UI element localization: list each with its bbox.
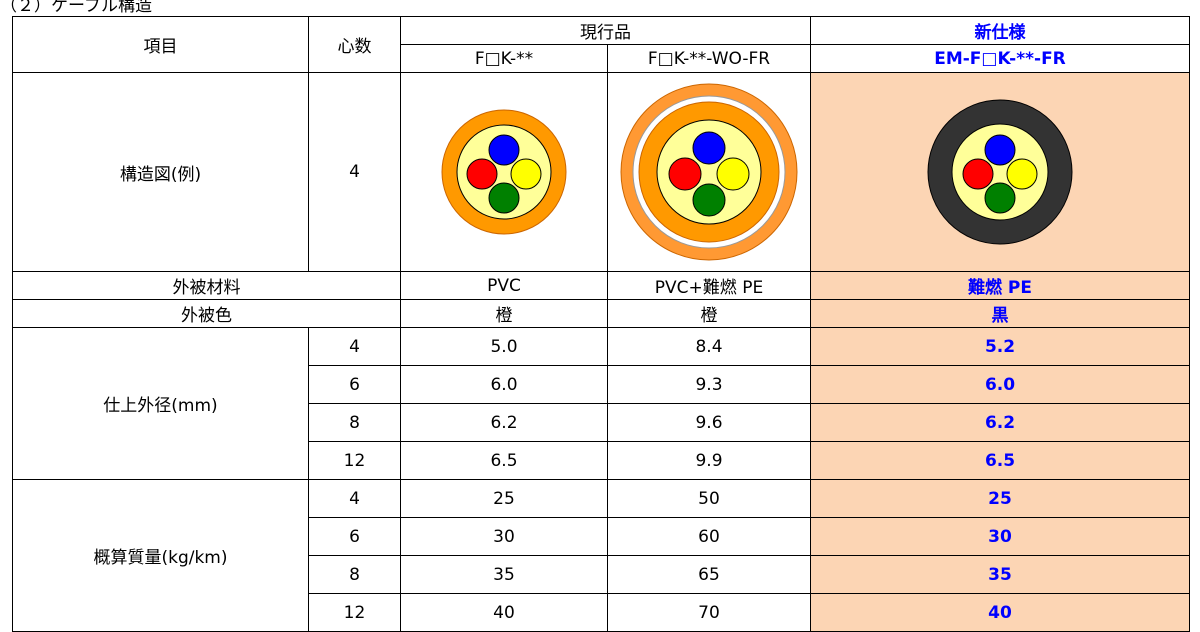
cell: 65 [607, 555, 811, 594]
header-new: 新仕様 [810, 16, 1190, 45]
cell-new: 6.0 [810, 365, 1190, 404]
diagram-cell [400, 72, 608, 272]
cable-diagram [620, 83, 798, 261]
cores: 12 [308, 593, 401, 632]
cores: 8 [308, 403, 401, 442]
cell-new: 6.2 [810, 403, 1190, 442]
cell-new: 難燃 PE [810, 271, 1190, 300]
model: F□K-** [400, 44, 608, 73]
structure-cores: 4 [308, 72, 401, 272]
cores: 12 [308, 441, 401, 480]
model: F□K-**-WO-FR [607, 44, 811, 73]
cell-new: 35 [810, 555, 1190, 594]
model-new: EM-F□K-**-FR [810, 44, 1190, 73]
diagram-cell [810, 72, 1190, 272]
cores: 4 [308, 479, 401, 518]
row: 概算質量(kg/km) 4 25 50 25 [12, 479, 1190, 632]
heading: （２）ケーブル構造 [0, 0, 152, 16]
cell-new: 6.5 [810, 441, 1190, 480]
cell: 25 [400, 479, 608, 518]
header-cores: 心数 [308, 16, 401, 73]
cell: 6.0 [400, 365, 608, 404]
cores: 4 [308, 327, 401, 366]
row: 12 40 70 40 [13, 593, 1190, 632]
cell-new: 5.2 [810, 327, 1190, 366]
cell: PVC+難燃 PE [607, 271, 811, 300]
cable-diagram [441, 109, 567, 235]
header-current: 現行品 [400, 16, 811, 45]
cores: 6 [308, 365, 401, 404]
cell: 6.5 [400, 441, 608, 480]
row-label: 外被色 [12, 299, 401, 328]
cell-new: 40 [810, 593, 1190, 632]
cable-table: 項目 心数 現行品 新仕様 F□K-** F□K-**-WO-FR EM-F□K… [12, 16, 1190, 632]
cell: 9.9 [607, 441, 811, 480]
cell: 50 [607, 479, 811, 518]
row: 6 6.0 9.3 6.0 [13, 365, 1190, 404]
row: 12 6.5 9.9 6.5 [13, 441, 1190, 480]
row-label: 外被材料 [12, 271, 401, 300]
cell-new: 30 [810, 517, 1190, 556]
cell: 8.4 [607, 327, 811, 366]
cell: 橙 [607, 299, 811, 328]
row: 仕上外径(mm) 4 5.0 8.4 5.2 [12, 327, 1190, 480]
cores: 8 [308, 555, 401, 594]
cell: 9.6 [607, 403, 811, 442]
cores: 6 [308, 517, 401, 556]
cell: 70 [607, 593, 811, 632]
cable-diagram [927, 99, 1073, 245]
cell: 6.2 [400, 403, 608, 442]
cell-new: 25 [810, 479, 1190, 518]
structure-label: 構造図(例) [12, 72, 309, 272]
cell: 9.3 [607, 365, 811, 404]
cell: PVC [400, 271, 608, 300]
cell-new: 黒 [810, 299, 1190, 328]
cell: 40 [400, 593, 608, 632]
header-item: 項目 [12, 16, 309, 73]
cell: 5.0 [400, 327, 608, 366]
cell: 60 [607, 517, 811, 556]
row-label: 仕上外径(mm) [12, 327, 309, 480]
diagram-cell [607, 72, 811, 272]
cell: 30 [400, 517, 608, 556]
cell: 橙 [400, 299, 608, 328]
cell: 35 [400, 555, 608, 594]
row-label: 概算質量(kg/km) [12, 479, 309, 632]
